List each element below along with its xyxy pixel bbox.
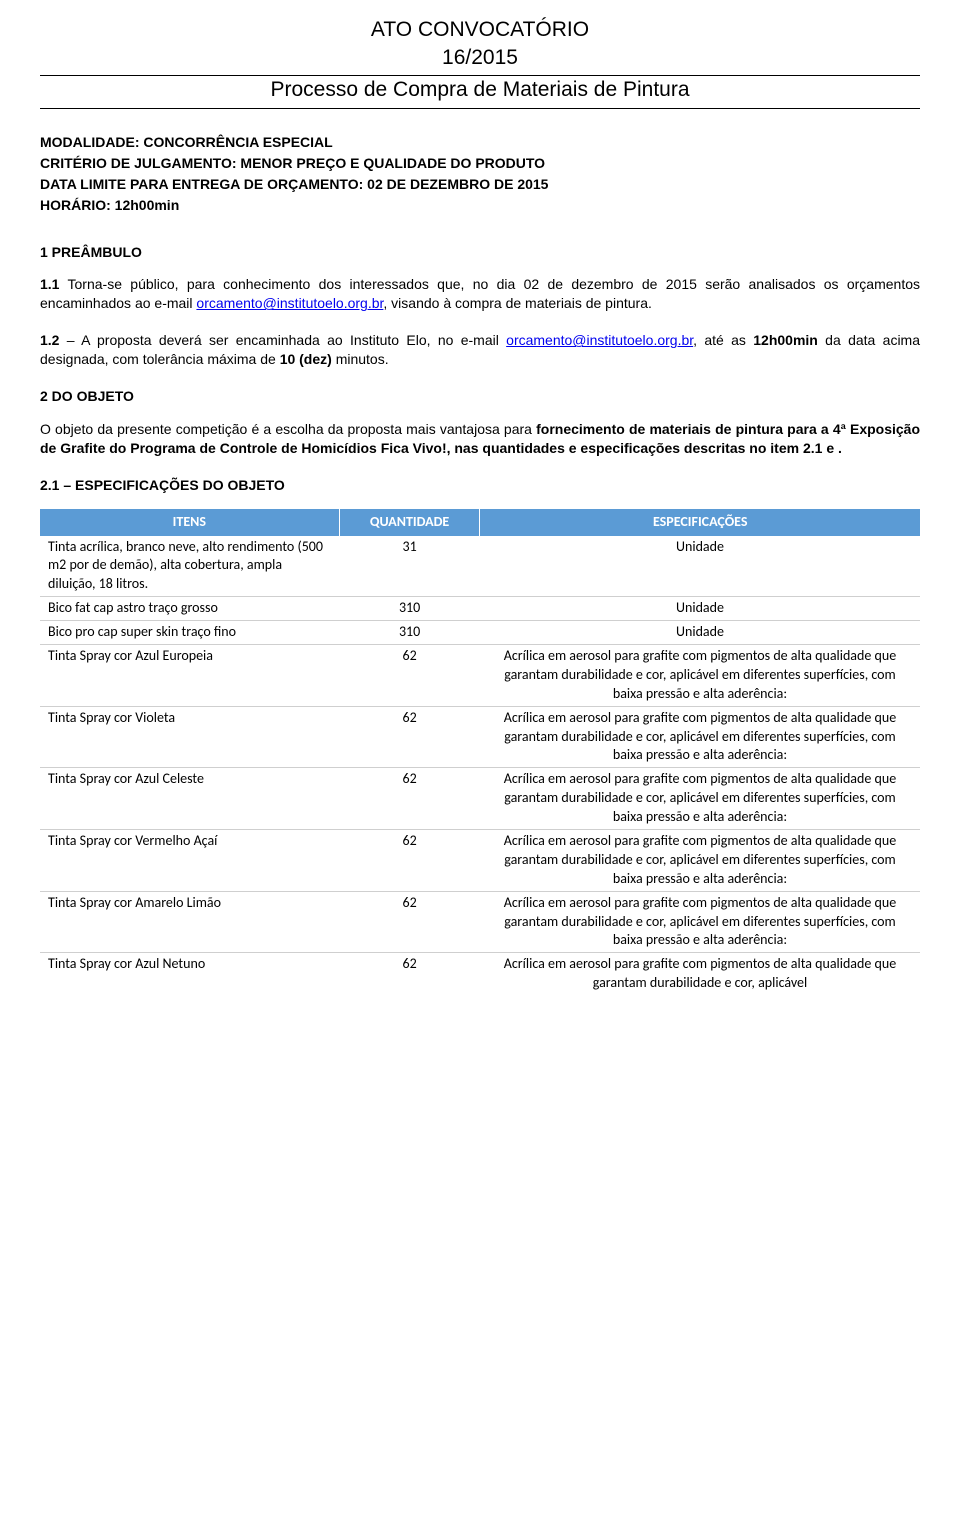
para-1-2-num: 1.2 [40,332,59,348]
cell-qty: 62 [339,706,480,768]
para-1-2-tol: 10 (dez) [280,351,332,367]
preamble-block: MODALIDADE: CONCORRÊNCIA ESPECIAL CRITÉR… [40,133,920,215]
cell-spec: Acrílica em aerosol para grafite com pig… [480,891,920,953]
spec-table: ITENS QUANTIDADE ESPECIFICAÇÕES Tinta ac… [40,509,920,995]
cell-item: Tinta acrílica, branco neve, alto rendim… [40,536,339,597]
cell-spec: Acrílica em aerosol para grafite com pig… [480,706,920,768]
header-process: Processo de Compra de Materiais de Pintu… [40,76,920,104]
preamble-line-2: CRITÉRIO DE JULGAMENTO: MENOR PREÇO E QU… [40,154,920,173]
preamble-line-3: DATA LIMITE PARA ENTREGA DE ORÇAMENTO: 0… [40,175,920,194]
section-2-title: 2 DO OBJETO [40,387,920,406]
table-row: Tinta Spray cor Violeta 62 Acrílica em a… [40,706,920,768]
document-header: ATO CONVOCATÓRIO 16/2015 Processo de Com… [40,16,920,104]
cell-item: Bico pro cap super skin traço fino [40,621,339,645]
cell-qty: 310 [339,621,480,645]
para-1-1-text-b: , visando à compra de materiais de pintu… [383,295,651,311]
table-row: Tinta Spray cor Vermelho Açaí 62 Acrílic… [40,829,920,891]
th-qty: QUANTIDADE [339,509,480,536]
section-1-title: 1 PREÂMBULO [40,243,920,262]
cell-qty: 62 [339,953,480,995]
cell-qty: 62 [339,829,480,891]
para-1-2-text-b: , até as [693,332,753,348]
cell-qty: 62 [339,644,480,706]
cell-item: Tinta Spray cor Azul Europeia [40,644,339,706]
cell-spec: Unidade [480,597,920,621]
cell-qty: 310 [339,597,480,621]
section-2-1-title: 2.1 – ESPECIFICAÇÕES DO OBJETO [40,476,920,495]
table-row: Tinta Spray cor Amarelo Limão 62 Acrílic… [40,891,920,953]
table-row: Tinta Spray cor Azul Celeste 62 Acrílica… [40,768,920,830]
table-row: Tinta acrílica, branco neve, alto rendim… [40,536,920,597]
cell-spec: Acrílica em aerosol para grafite com pig… [480,768,920,830]
cell-qty: 31 [339,536,480,597]
paragraph-2-obj: O objeto da presente competição é a esco… [40,420,920,458]
th-spec: ESPECIFICAÇÕES [480,509,920,536]
para-1-2-time: 12h00min [753,332,818,348]
th-item: ITENS [40,509,339,536]
para-1-1-num: 1.1 [40,276,59,292]
cell-qty: 62 [339,768,480,830]
cell-item: Bico fat cap astro traço grosso [40,597,339,621]
table-row: Tinta Spray cor Azul Netuno 62 Acrílica … [40,953,920,995]
table-row: Bico fat cap astro traço grosso 310 Unid… [40,597,920,621]
preamble-line-1: MODALIDADE: CONCORRÊNCIA ESPECIAL [40,133,920,152]
cell-item: Tinta Spray cor Vermelho Açaí [40,829,339,891]
cell-spec: Acrílica em aerosol para grafite com pig… [480,829,920,891]
cell-spec: Unidade [480,621,920,645]
header-title: ATO CONVOCATÓRIO [40,16,920,44]
cell-spec: Acrílica em aerosol para grafite com pig… [480,953,920,995]
header-rule-2 [40,108,920,109]
table-row: Bico pro cap super skin traço fino 310 U… [40,621,920,645]
cell-qty: 62 [339,891,480,953]
cell-item: Tinta Spray cor Azul Netuno [40,953,339,995]
email-link-2[interactable]: orcamento@institutoelo.org.br [506,332,693,348]
cell-item: Tinta Spray cor Violeta [40,706,339,768]
table-header-row: ITENS QUANTIDADE ESPECIFICAÇÕES [40,509,920,536]
para-1-2-text-d: minutos. [332,351,389,367]
header-number: 16/2015 [40,44,920,72]
cell-spec: Acrílica em aerosol para grafite com pig… [480,644,920,706]
para-1-2-text-a: – A proposta deverá ser encaminhada ao I… [59,332,506,348]
cell-item: Tinta Spray cor Azul Celeste [40,768,339,830]
paragraph-1-1: 1.1 Torna-se público, para conhecimento … [40,275,920,313]
para-2-text-a: O objeto da presente competição é a esco… [40,421,536,437]
cell-item: Tinta Spray cor Amarelo Limão [40,891,339,953]
preamble-line-4: HORÁRIO: 12h00min [40,196,920,215]
cell-spec: Unidade [480,536,920,597]
paragraph-1-2: 1.2 – A proposta deverá ser encaminhada … [40,331,920,369]
email-link-1[interactable]: orcamento@institutoelo.org.br [196,295,383,311]
table-row: Tinta Spray cor Azul Europeia 62 Acrílic… [40,644,920,706]
